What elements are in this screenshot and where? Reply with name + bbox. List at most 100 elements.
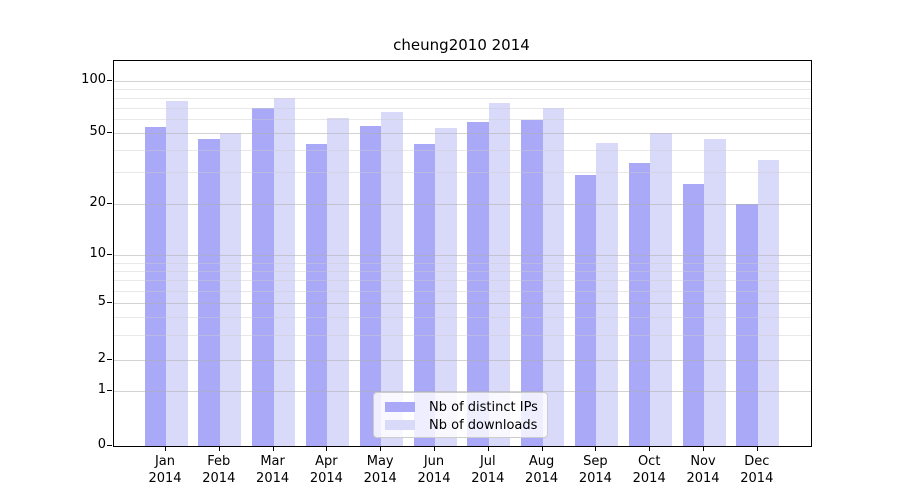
bar-distinct-ips-may [359, 125, 382, 446]
bar-distinct-ips-feb [198, 139, 220, 446]
y-minor-gridline-90 [114, 88, 811, 90]
x-tick-label-aug: Aug 2014 [510, 453, 574, 487]
x-tick-mark-feb [218, 446, 220, 451]
x-tick-mark-may [380, 446, 382, 451]
y-tick-mark-0 [107, 445, 112, 446]
x-tick-mark-mar [272, 446, 274, 451]
x-tick-year-jul: 2014 [471, 471, 505, 486]
y-gridline-20 [114, 204, 811, 205]
bar-downloads-aug [542, 107, 565, 446]
y-tick-mark-1 [107, 390, 112, 391]
x-tick-mark-sep [595, 446, 597, 451]
bar-distinct-ips-aug [521, 120, 543, 446]
legend: Nb of distinct IPs Nb of downloads [373, 392, 548, 438]
x-tick-year-nov: 2014 [686, 471, 720, 486]
legend-label-downloads: Nb of downloads [429, 417, 538, 433]
x-tick-label-may: May 2014 [348, 453, 412, 487]
y-minor-gridline-70 [114, 107, 811, 109]
y-tick-mark-50 [107, 131, 112, 133]
y-gridline-1 [114, 391, 811, 392]
bar-downloads-oct [650, 132, 672, 446]
x-tick-mark-nov [703, 446, 704, 451]
x-tick-label-oct: Oct 2014 [617, 453, 681, 487]
x-tick-label-dec: Dec 2014 [725, 453, 789, 487]
bar-downloads-may [381, 112, 403, 446]
x-tick-label-jun: Jun 2014 [402, 453, 466, 487]
y-gridline-10 [114, 255, 811, 257]
y-tick-label-10: 10 [89, 246, 106, 262]
bar-downloads-jun [435, 128, 457, 446]
y-gridline-50 [114, 132, 811, 134]
bar-distinct-ips-jul [467, 121, 489, 446]
bar-downloads-dec [757, 160, 780, 446]
bar-distinct-ips-jun [413, 144, 435, 446]
y-tick-mark-2 [107, 359, 112, 361]
y-tick-label-0: 0 [97, 437, 106, 452]
bar-downloads-nov [704, 139, 726, 446]
y-gridline-2 [114, 360, 811, 362]
bar-downloads-sep [596, 142, 618, 446]
y-tick-label-20: 20 [89, 195, 106, 210]
x-tick-mark-dec [756, 446, 758, 451]
plot-area [113, 60, 812, 447]
legend-item-downloads: Nb of downloads [385, 416, 537, 434]
legend-swatch-distinct-ips [385, 402, 415, 412]
x-tick-mark-oct [649, 446, 651, 451]
x-tick-mark-aug [541, 446, 543, 451]
bar-distinct-ips-jan [144, 126, 166, 446]
x-tick-year-dec: 2014 [740, 471, 774, 486]
x-tick-label-nov: Nov 2014 [671, 453, 735, 487]
bar-distinct-ips-mar [252, 107, 274, 446]
chart-title: cheung2010 2014 [393, 36, 530, 54]
y-minor-gridline-8 [114, 270, 811, 272]
y-tick-label-5: 5 [97, 294, 106, 310]
x-tick-year-feb: 2014 [202, 471, 236, 486]
x-tick-mark-apr [326, 446, 328, 451]
legend-swatch-downloads [385, 420, 415, 430]
y-minor-gridline-40 [114, 150, 811, 152]
x-tick-label-jan: Jan 2014 [133, 453, 197, 487]
y-minor-gridline-7 [114, 279, 811, 281]
y-minor-gridline-80 [114, 97, 811, 99]
bar-downloads-apr [327, 117, 349, 446]
y-tick-label-50: 50 [89, 123, 106, 139]
bar-distinct-ips-nov [682, 183, 704, 446]
y-minor-gridline-30 [114, 172, 811, 174]
y-tick-mark-20 [107, 203, 112, 204]
legend-item-distinct-ips: Nb of distinct IPs [385, 398, 538, 416]
y-minor-gridline-4 [114, 317, 811, 319]
bar-distinct-ips-oct [628, 162, 651, 446]
x-tick-year-aug: 2014 [525, 471, 559, 486]
x-tick-year-mar: 2014 [256, 471, 290, 486]
y-gridline-100 [114, 81, 811, 82]
y-tick-mark-5 [107, 302, 112, 304]
y-minor-gridline-9 [114, 262, 811, 264]
x-tick-year-jun: 2014 [417, 471, 451, 486]
x-tick-year-apr: 2014 [309, 471, 343, 486]
bar-downloads-jan [166, 100, 188, 446]
x-tick-year-jan: 2014 [148, 471, 182, 486]
y-tick-mark-100 [107, 80, 112, 81]
x-tick-mark-jan [165, 446, 166, 451]
x-tick-label-feb: Feb 2014 [187, 453, 251, 487]
x-tick-label-jul: Jul 2014 [456, 453, 520, 487]
bar-downloads-mar [273, 97, 296, 446]
bar-distinct-ips-sep [574, 175, 597, 446]
y-minor-gridline-60 [114, 119, 811, 121]
x-tick-mark-jul [487, 446, 489, 451]
x-tick-mark-jun [434, 446, 435, 451]
y-minor-gridline-6 [114, 290, 811, 292]
x-tick-year-may: 2014 [363, 471, 397, 486]
x-tick-label-mar: Mar 2014 [241, 453, 305, 487]
x-tick-year-sep: 2014 [578, 471, 612, 486]
bar-downloads-feb [219, 132, 242, 446]
x-tick-label-apr: Apr 2014 [294, 453, 358, 487]
y-minor-gridline-3 [114, 335, 811, 337]
x-tick-label-sep: Sep 2014 [563, 453, 627, 487]
legend-label-distinct-ips: Nb of distinct IPs [429, 399, 538, 415]
y-gridline-5 [114, 303, 811, 305]
y-tick-label-100: 100 [81, 72, 106, 87]
y-tick-label-1: 1 [97, 382, 106, 397]
x-tick-year-oct: 2014 [632, 471, 666, 486]
